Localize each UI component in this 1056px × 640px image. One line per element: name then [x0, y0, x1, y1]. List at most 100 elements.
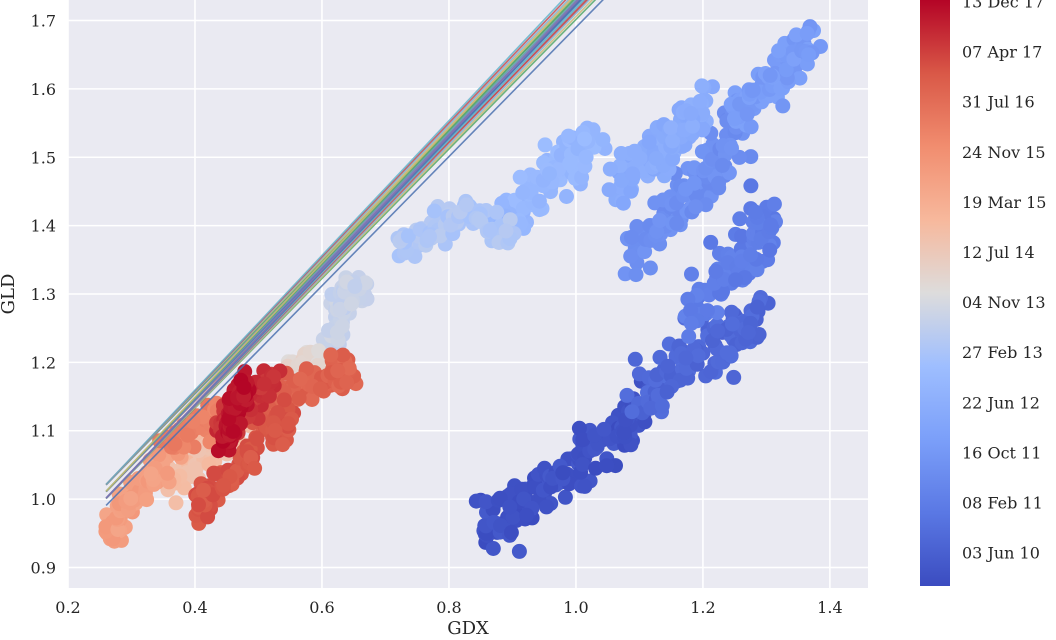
scatter-point: [502, 499, 518, 515]
scatter-point: [799, 26, 815, 41]
scatter-point: [188, 461, 204, 477]
colorbar: [920, 0, 950, 586]
scatter-point: [727, 111, 742, 127]
regression-line: [105, 0, 564, 485]
scatter-point: [206, 465, 222, 481]
scatter-point: [690, 348, 706, 364]
scatter-point: [703, 234, 719, 250]
scatter-point: [502, 212, 518, 228]
scatter-point: [577, 478, 593, 494]
scatter-point: [225, 423, 241, 439]
scatter-point: [515, 185, 531, 200]
scatter-point: [628, 267, 644, 283]
scatter-point: [291, 390, 307, 406]
scatter-point: [432, 228, 448, 244]
scatter-point: [694, 78, 710, 94]
scatter-point: [512, 169, 528, 185]
scatter-point: [778, 62, 794, 78]
scatter-point: [683, 106, 699, 121]
scatter-point: [692, 93, 708, 109]
scatter-point: [619, 387, 635, 403]
scatter-point: [771, 43, 787, 59]
scatter-point: [531, 193, 547, 209]
scatter-point: [719, 345, 735, 361]
colorbar-label: 03 Jun 10: [962, 544, 1040, 563]
scatter-point: [167, 436, 183, 452]
scatter-point: [537, 137, 553, 153]
scatter-point: [562, 155, 578, 171]
scatter-point: [311, 343, 327, 359]
x-tick-label: 1.2: [690, 598, 715, 617]
scatter-point: [575, 432, 591, 448]
scatter-point: [343, 296, 359, 312]
scatter-point: [151, 447, 167, 463]
scatter-point: [623, 183, 639, 199]
scatter-point: [180, 427, 196, 443]
scatter-point: [641, 134, 657, 150]
scatter-point: [539, 499, 554, 515]
scatter-point: [775, 98, 791, 114]
scatter-point: [637, 244, 653, 260]
scatter-point: [236, 379, 252, 395]
scatter-point: [191, 497, 206, 513]
scatter-point: [330, 363, 346, 379]
y-tick-label: 1.6: [31, 80, 56, 99]
colorbar-label: 19 Mar 15: [962, 193, 1046, 212]
scatter-point: [276, 392, 292, 408]
scatter-point: [710, 323, 726, 339]
scatter-point: [614, 172, 630, 188]
scatter-point: [743, 178, 759, 194]
scatter-point: [665, 133, 681, 149]
scatter-point: [788, 27, 804, 43]
scatter-point: [577, 131, 592, 147]
scatter-point: [492, 490, 508, 506]
scatter-point: [792, 70, 808, 86]
scatter-point: [766, 196, 782, 212]
scatter-point: [762, 242, 778, 258]
colorbar-label: 07 Apr 17: [962, 43, 1042, 62]
scatter-point: [200, 509, 216, 525]
scatter-point: [663, 120, 679, 136]
scatter-point: [571, 420, 587, 436]
scatter-point: [625, 166, 641, 182]
x-tick-label: 0.2: [55, 598, 80, 617]
scatter-point: [652, 213, 668, 228]
scatter-point: [459, 197, 474, 213]
y-tick-label: 1.0: [31, 490, 56, 509]
scatter-point: [560, 128, 576, 144]
colorbar-label: 12 Jul 14: [962, 243, 1035, 262]
scatter-point: [724, 316, 740, 332]
scatter-point: [659, 384, 675, 400]
x-tick-label: 0.4: [182, 598, 207, 617]
scatter-point: [426, 203, 442, 219]
scatter-point: [123, 491, 139, 506]
scatter-point: [482, 223, 498, 238]
scatter-point: [728, 272, 744, 288]
scatter-point: [542, 166, 557, 182]
scatter-point: [685, 118, 700, 134]
scatter-point: [247, 460, 263, 476]
scatter-point: [724, 140, 739, 156]
x-tick-label: 0.8: [436, 598, 461, 617]
x-tick-label: 1.4: [817, 598, 842, 617]
colorbar-label: 22 Jun 12: [962, 393, 1040, 412]
scatter-point: [743, 119, 759, 135]
scatter-point: [749, 299, 765, 315]
y-tick-label: 1.4: [31, 217, 56, 236]
scatter-point: [654, 398, 670, 414]
scatter-point: [643, 400, 659, 416]
scatter-point: [734, 228, 750, 244]
scatter-point: [195, 482, 211, 498]
scatter-point: [256, 376, 272, 392]
scatter-point: [557, 489, 573, 505]
scatter-point: [498, 223, 514, 239]
scatter-point: [714, 157, 730, 173]
scatter-point: [341, 360, 357, 376]
scatter-point: [478, 494, 494, 510]
scatter-point: [249, 431, 265, 447]
scatter-point: [688, 199, 704, 215]
y-tick-labels: 0.9 1.0 1.1 1.2 1.3 1.4 1.5 1.6 1.7: [31, 12, 56, 578]
scatter-point: [139, 492, 155, 508]
regression-lines: [105, 0, 604, 507]
